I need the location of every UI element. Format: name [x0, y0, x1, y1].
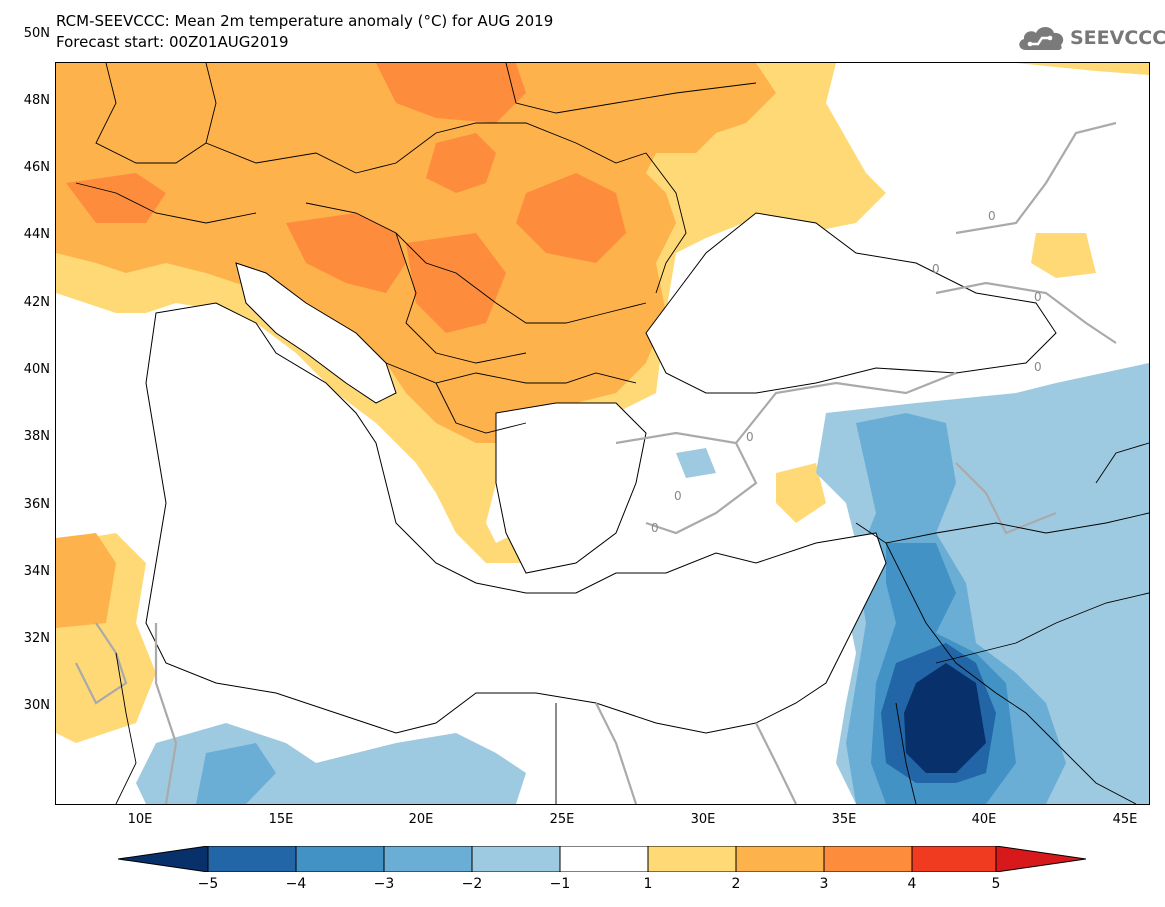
colorbar-segment: [207, 846, 297, 872]
colorbar-segment: [911, 846, 997, 872]
lat-label: 40N: [23, 362, 50, 377]
lat-label: 42N: [23, 295, 50, 310]
lon-label: 25E: [549, 812, 575, 827]
colorbar-segment: [471, 846, 561, 872]
anomaly-region-cool-iraq: [1076, 473, 1126, 523]
lon-label: 15E: [268, 812, 294, 827]
cloud-icon: [1019, 27, 1064, 50]
anomaly-region-cool-north-africa: [136, 723, 526, 804]
anomaly-region-3to4-balkans: [286, 213, 406, 293]
anomaly-region-warm-algeria: [56, 533, 116, 628]
colorbar-segment: [295, 846, 385, 872]
colorbar-segment: [559, 846, 649, 872]
colorbar-segment: [118, 846, 209, 872]
anomaly-region-cool-cyprus-north: [676, 448, 716, 478]
lon-label: 45E: [1112, 812, 1138, 827]
lon-label: 30E: [690, 812, 716, 827]
colorbar-label: −4: [285, 876, 307, 892]
lon-label: 35E: [831, 812, 857, 827]
lat-label: 38N: [23, 429, 50, 444]
anomaly-region-3to4-hungary-romania: [426, 133, 496, 193]
logo-text: SEEVCCC: [1070, 27, 1165, 49]
anomaly-region-3to4-serbia: [406, 233, 506, 333]
anomaly-region-warm-caucasus: [1031, 233, 1096, 278]
contour-label: 0: [674, 489, 682, 503]
colorbar-label: −5: [197, 876, 219, 892]
lon-label: 20E: [408, 812, 434, 827]
colorbar-label: 4: [907, 876, 917, 892]
anomaly-region-3to4-alps: [66, 173, 166, 223]
colorbar-segment: [995, 846, 1086, 872]
contour-label: 0: [746, 430, 754, 444]
contour-label: 0: [932, 262, 940, 276]
lat-label: 30N: [23, 698, 50, 713]
contour-label: 0: [1034, 290, 1042, 304]
lat-label: 48N: [23, 93, 50, 108]
anomaly-region-3to4-romania: [516, 173, 626, 263]
anomaly-region-warm-turkey-east: [776, 463, 826, 523]
lat-label: 46N: [23, 160, 50, 175]
lon-label: 10E: [127, 812, 153, 827]
lat-label: 32N: [23, 631, 50, 646]
contour-label: 0: [1034, 360, 1042, 374]
map-canvas: 0 0 0 0 0 0 0: [56, 63, 1149, 804]
colorbar-label: 2: [731, 876, 741, 892]
country-borders: [75, 63, 1149, 804]
zero-contours: [75, 121, 1117, 804]
mediterranean-sea: [145, 302, 887, 734]
lat-label: 36N: [23, 497, 50, 512]
colorbar-label: −1: [549, 876, 571, 892]
aegean-sea: [495, 402, 647, 574]
lon-label: 40E: [971, 812, 997, 827]
map-subtitle: Forecast start: 00Z01AUG2019: [56, 33, 289, 51]
colorbar-segment: [735, 846, 825, 872]
map-title: RCM-SEEVCCC: Mean 2m temperature anomaly…: [56, 12, 554, 30]
colorbar: [118, 846, 1086, 872]
colorbar-label: 5: [991, 876, 1001, 892]
anomaly-region-cool-egypt: [196, 743, 276, 804]
adriatic-sea: [235, 262, 397, 404]
lat-label: 34N: [23, 564, 50, 579]
colorbar-label: −3: [373, 876, 395, 892]
colorbar-segment: [647, 846, 737, 872]
colorbar-label: −2: [461, 876, 483, 892]
anomaly-region-cool-core: [904, 663, 986, 773]
anomaly-map: 0 0 0 0 0 0 0: [55, 62, 1150, 805]
colorbar-segment: [383, 846, 473, 872]
colorbar-label: 3: [819, 876, 829, 892]
seevccc-logo: SEEVCCC: [1016, 22, 1165, 56]
lat-label: 44N: [23, 227, 50, 242]
colorbar-segment: [823, 846, 913, 872]
colorbar-label: 1: [643, 876, 653, 892]
anomaly-region-3to4-poland: [376, 63, 526, 123]
contour-label: 0: [651, 521, 659, 535]
contour-label: 0: [988, 209, 996, 223]
lat-label: 50N: [23, 26, 50, 41]
black-sea: [645, 212, 1057, 394]
